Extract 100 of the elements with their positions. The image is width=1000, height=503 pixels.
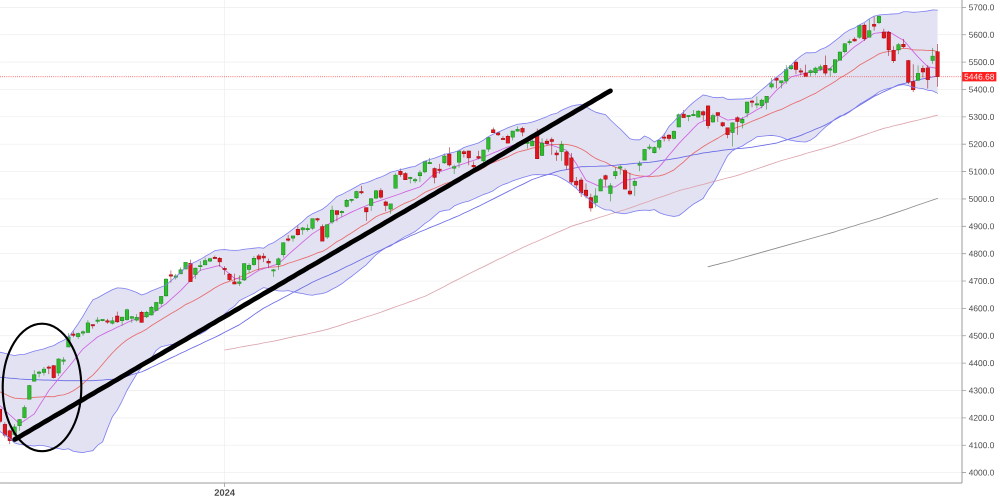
candlestick xyxy=(452,164,456,174)
candlestick xyxy=(290,235,296,242)
candlestick xyxy=(804,64,808,77)
candlestick xyxy=(271,268,276,278)
candlestick xyxy=(408,176,412,184)
candlestick xyxy=(936,44,940,88)
candlestick xyxy=(354,190,359,200)
y-tick-label: 4400.0 xyxy=(968,360,994,366)
candlestick xyxy=(394,172,398,189)
candlestick xyxy=(735,116,740,136)
candlestick xyxy=(364,207,368,222)
candlestick xyxy=(472,161,476,171)
y-tick-label: 5200.0 xyxy=(968,141,994,148)
candlestick xyxy=(315,218,320,222)
candlestick xyxy=(930,48,935,64)
candlestick xyxy=(105,318,110,324)
candlestick xyxy=(892,46,896,64)
candlestick xyxy=(227,272,232,282)
candlestick xyxy=(193,267,198,280)
candlestick xyxy=(857,24,862,39)
candlestick xyxy=(18,418,22,431)
candlestick xyxy=(384,200,388,212)
y-tick-label: 5600.0 xyxy=(968,32,994,38)
candlestick xyxy=(168,270,173,283)
candlestick xyxy=(642,149,647,160)
candlestick xyxy=(22,405,26,419)
candlestick xyxy=(222,266,227,276)
candlestick xyxy=(140,310,144,324)
y-tick-label: 4600.0 xyxy=(968,305,994,312)
candlestick xyxy=(369,198,374,212)
candlestick xyxy=(672,130,676,140)
candlestick xyxy=(481,149,486,164)
candlestick xyxy=(281,242,286,258)
candlestick xyxy=(867,19,872,38)
candlestick xyxy=(27,384,32,400)
candlestick xyxy=(32,370,36,382)
candlestick xyxy=(296,224,300,236)
candlestick xyxy=(334,210,339,222)
candlestick xyxy=(598,178,603,192)
y-tick-label: 5100.0 xyxy=(968,168,994,175)
candlestick xyxy=(486,136,490,152)
candlestick xyxy=(252,256,256,266)
y-tick-label: 4200.0 xyxy=(968,414,994,421)
candlestick xyxy=(491,127,496,134)
candlestick xyxy=(745,102,750,118)
candlestick xyxy=(237,275,242,286)
candlestick xyxy=(876,15,882,24)
candlestick xyxy=(730,122,735,147)
candlestick xyxy=(232,273,236,285)
candlestick xyxy=(848,39,852,46)
y-tick-label: 5400.0 xyxy=(968,86,994,92)
line-series xyxy=(0,9,938,356)
candlestick xyxy=(418,170,422,182)
y-tick-label: 4900.0 xyxy=(968,223,994,230)
y-tick-label: 5300.0 xyxy=(968,114,994,120)
candlestick xyxy=(603,174,608,186)
candlestick xyxy=(378,188,383,200)
candlestick xyxy=(613,167,618,180)
candlestick xyxy=(623,168,628,190)
candlestick xyxy=(115,311,120,324)
candlestick xyxy=(359,186,364,195)
candlestick xyxy=(340,210,344,217)
candlestick xyxy=(676,113,681,128)
candlestick xyxy=(560,140,564,162)
candlestick xyxy=(740,116,744,129)
x-tick-label: 2024 xyxy=(214,489,235,496)
candlestick xyxy=(720,122,725,128)
candlestick xyxy=(554,150,559,162)
candlestick xyxy=(476,150,481,160)
y-tick-label: 4100.0 xyxy=(968,442,994,448)
candlestick xyxy=(916,65,920,82)
candlestick xyxy=(198,260,202,272)
candlestick xyxy=(872,16,876,31)
candlestick xyxy=(442,153,446,164)
candlestick xyxy=(594,188,598,208)
line-series xyxy=(0,84,938,454)
candlestick xyxy=(110,316,114,325)
candlestick xyxy=(520,126,525,137)
candlestick xyxy=(71,330,76,338)
y-tick-label: 4800.0 xyxy=(968,250,994,257)
candlestick xyxy=(798,68,803,76)
candlestick xyxy=(638,160,642,172)
candlestick xyxy=(901,38,906,48)
candlestick xyxy=(726,128,730,138)
candlestick xyxy=(862,22,866,42)
candlestick xyxy=(388,203,393,214)
candlestick xyxy=(608,182,612,202)
candlestick xyxy=(413,178,418,184)
candlestick xyxy=(374,190,378,200)
candlestick xyxy=(540,138,544,156)
candlestick xyxy=(90,324,95,329)
y-tick-label: 4300.0 xyxy=(968,388,994,394)
candlestick xyxy=(164,278,168,297)
candlestick xyxy=(266,258,271,268)
candlestick xyxy=(632,178,637,196)
candlestick xyxy=(588,193,593,212)
candlestick xyxy=(330,206,334,224)
candlestick xyxy=(716,112,720,122)
y-tick-label: 5500.0 xyxy=(968,59,994,66)
candlestick xyxy=(750,100,754,108)
